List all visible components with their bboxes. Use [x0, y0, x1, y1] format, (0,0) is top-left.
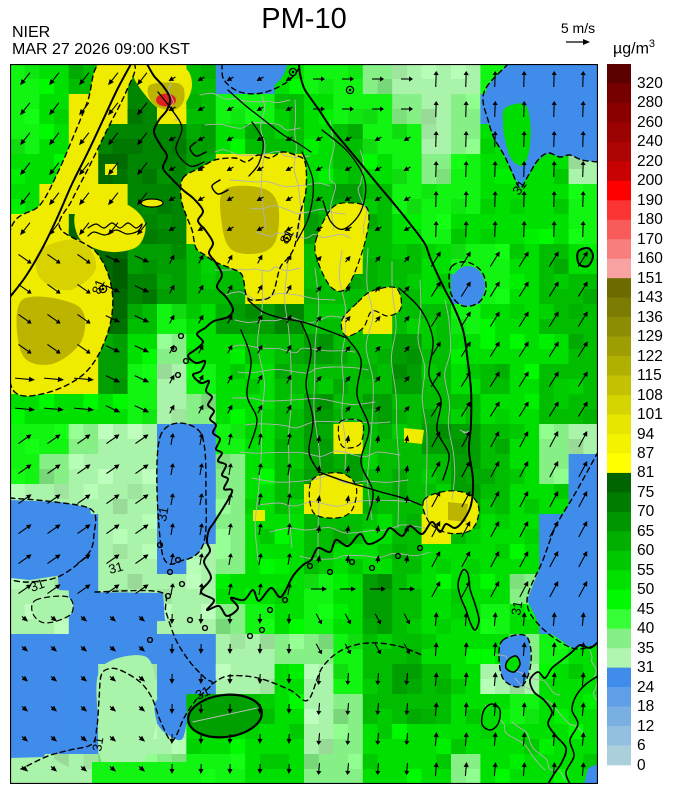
svg-text:31: 31: [193, 683, 212, 703]
svg-text:31: 31: [89, 736, 106, 753]
svg-text:81: 81: [89, 277, 108, 296]
svg-text:81: 81: [277, 226, 297, 246]
svg-text:31: 31: [28, 576, 47, 595]
svg-text:31: 31: [508, 600, 525, 617]
svg-text:31: 31: [107, 559, 125, 577]
svg-text:31: 31: [154, 506, 171, 523]
